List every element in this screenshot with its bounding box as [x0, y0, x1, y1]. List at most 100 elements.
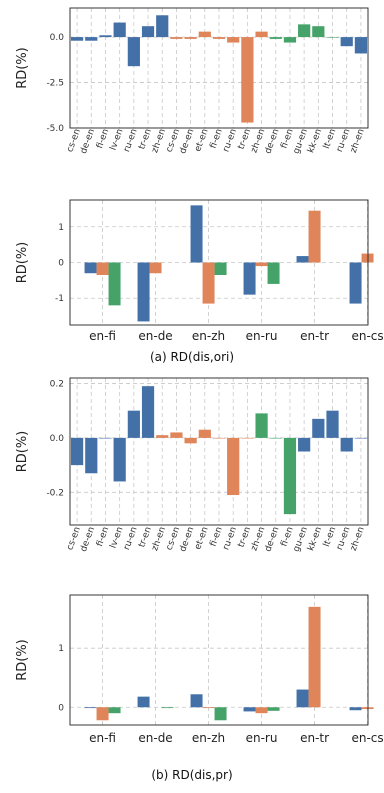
bar [241, 37, 254, 123]
bar [349, 262, 362, 304]
chart-b-top: 0.20.0-0.2RD(%)cs-ende-enfi-enlv-enru-en… [15, 377, 369, 553]
bar [202, 262, 215, 304]
y-tick-label: 1 [58, 223, 64, 233]
bar [308, 606, 321, 708]
y-tick-label: -0.2 [46, 488, 64, 498]
bar [202, 707, 215, 709]
bar [296, 689, 309, 708]
bar [349, 707, 362, 711]
bar [127, 37, 140, 67]
y-tick-label: 0 [58, 703, 64, 713]
bar [267, 262, 280, 284]
bar [298, 437, 311, 452]
x-tick-label: en-tr [300, 329, 329, 343]
y-axis-label: RD(%) [15, 431, 30, 473]
x-tick-label: en-zh [192, 731, 225, 745]
bar [267, 707, 280, 711]
bar [190, 694, 203, 708]
y-tick-label: 0 [58, 259, 64, 269]
bar [269, 37, 282, 39]
bar [255, 413, 268, 438]
bar [361, 253, 374, 263]
bar [141, 26, 155, 38]
bar [241, 437, 254, 439]
caption-b: (b) RD(dis,pr) [151, 768, 233, 782]
plot-frame [69, 7, 369, 129]
x-tick-label: en-ru [246, 731, 278, 745]
bar [156, 15, 169, 38]
bar [184, 37, 197, 39]
bar [127, 410, 140, 438]
y-axis-label: RD(%) [15, 639, 30, 681]
x-tick-label: en-fi [89, 329, 116, 343]
bar [326, 37, 339, 38]
bar [156, 435, 169, 438]
bar [96, 262, 109, 275]
bar [184, 437, 197, 444]
bar [85, 437, 98, 474]
y-tick-label: 0.0 [50, 33, 65, 43]
x-tick-label: en-fi [89, 731, 116, 745]
x-tick-label: en-cs [351, 731, 383, 745]
bar [361, 707, 374, 710]
bar [85, 37, 98, 41]
bar [137, 262, 150, 322]
bar [141, 386, 155, 438]
y-tick-label: -1 [55, 294, 64, 304]
y-tick-label: 1 [58, 644, 64, 654]
bar [84, 262, 97, 274]
bar [198, 31, 211, 38]
bar [214, 262, 227, 275]
bar [308, 210, 321, 263]
x-tick-label: en-de [138, 731, 172, 745]
chart-b-bottom: 1 0 RD(%) en-fi en-de en-zh en-ru en-tr en-cs [15, 594, 384, 745]
bar [243, 262, 256, 295]
bar [70, 37, 84, 41]
x-tick-label: en-ru [246, 329, 278, 343]
bar [312, 26, 325, 38]
bar [354, 37, 368, 54]
bar [99, 35, 112, 38]
caption-a: (a) RD(dis,ori) [149, 350, 235, 364]
x-tick-label: en-tr [300, 731, 329, 745]
chart-a-bottom: 1 0 -1 RD(%) en-fi en-de en-zh en-ru en-tr en-cs [15, 199, 384, 343]
bar [70, 437, 84, 466]
x-tick-label: en-cs [351, 329, 383, 343]
bar [190, 205, 203, 263]
bar [296, 256, 309, 263]
bar [243, 707, 256, 712]
plot-frame [69, 377, 369, 526]
y-tick-label: 0.2 [50, 379, 64, 389]
bar [108, 262, 121, 306]
bar [84, 707, 97, 709]
bar [149, 262, 162, 274]
bar [137, 696, 150, 708]
bar [214, 707, 227, 721]
bar [113, 437, 126, 482]
bar [298, 24, 311, 38]
bar [283, 37, 297, 43]
bar [170, 432, 183, 438]
bar [340, 37, 353, 47]
chart-a-top: 0.0-2.5-5.0RD(%)cs-ende-enfi-enlv-enru-e… [15, 7, 369, 155]
bar [212, 37, 226, 39]
bar [198, 429, 211, 438]
bar [255, 262, 268, 267]
bar [227, 437, 240, 496]
plot-frame [69, 594, 369, 726]
y-tick-label: 0.0 [50, 434, 65, 444]
y-tick-label: -5.0 [46, 124, 64, 134]
y-axis-label: RD(%) [15, 242, 30, 284]
y-axis-label: RD(%) [15, 47, 30, 89]
bar [354, 437, 368, 439]
x-tick-label: en-zh [192, 329, 225, 343]
bar [269, 437, 282, 439]
y-tick-label: -2.5 [46, 79, 64, 89]
bar [326, 410, 339, 438]
plot-frame [69, 199, 369, 326]
x-tick-label: en-de [138, 329, 172, 343]
bar [227, 37, 240, 43]
bar [96, 707, 109, 721]
bar [255, 707, 268, 714]
bar [99, 437, 112, 439]
